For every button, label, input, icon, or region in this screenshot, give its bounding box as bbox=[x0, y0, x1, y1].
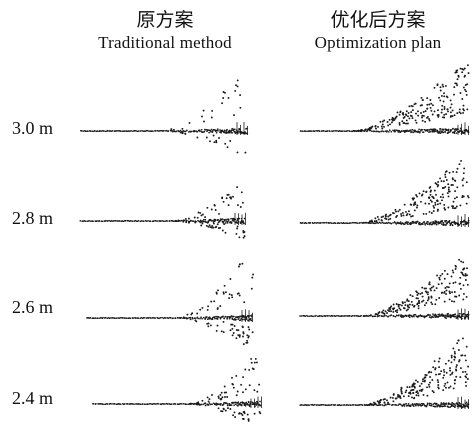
header-optimization: 优化后方案 Optimization plan bbox=[288, 9, 468, 52]
header-optimization-cn: 优化后方案 bbox=[330, 9, 426, 31]
header-optimization-en: Optimization plan bbox=[314, 33, 442, 52]
header-traditional: 原方案 Traditional method bbox=[65, 9, 265, 52]
optimization-panel-2-4 bbox=[299, 337, 470, 409]
header-traditional-cn: 原方案 bbox=[136, 9, 194, 31]
optimization-panel-2-8 bbox=[299, 159, 470, 227]
row-label-3-0: 3.0 m bbox=[12, 118, 54, 138]
traditional-panel-2-4 bbox=[92, 357, 262, 422]
row-label-2-4: 2.4 m bbox=[12, 388, 54, 408]
traditional-panel-2-8 bbox=[79, 186, 246, 239]
traditional-panel-3-0 bbox=[80, 79, 249, 154]
row-label-2-8: 2.8 m bbox=[12, 208, 54, 228]
optimization-panel-3-0 bbox=[299, 64, 470, 135]
optimization-panel-2-6 bbox=[299, 258, 470, 320]
header-traditional-en: Traditional method bbox=[98, 33, 232, 52]
row-label-2-6: 2.6 m bbox=[12, 297, 54, 317]
traditional-panel-2-6 bbox=[86, 262, 255, 346]
